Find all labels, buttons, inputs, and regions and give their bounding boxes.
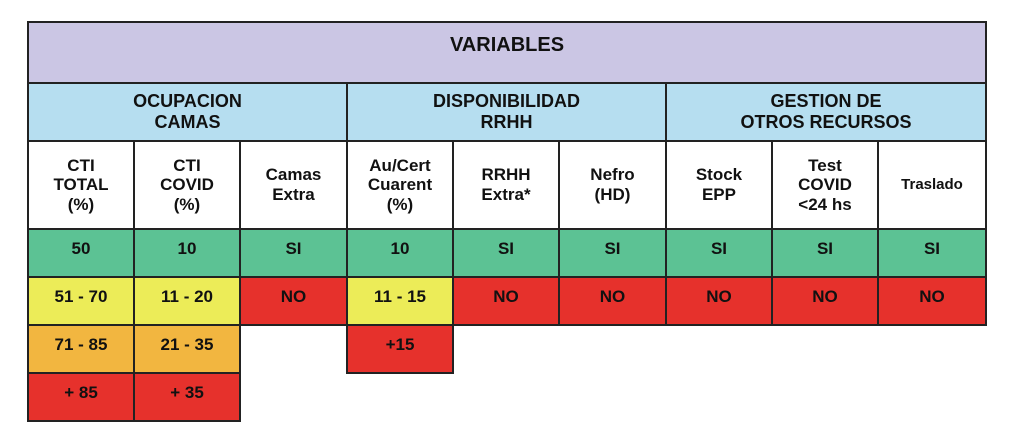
cell-stock-epp-red: NO [665,276,773,326]
column-header-nefro-hd: Nefro (HD) [558,140,667,230]
cell-cti-total-red: + 85 [27,372,135,422]
cell-stock-epp-green: SI [665,228,773,278]
column-header-rrhh-extra: RRHH Extra* [452,140,560,230]
table-title: VARIABLES [27,21,987,84]
cell-test-covid-green: SI [771,228,879,278]
cell-cti-total-yellow: 51 - 70 [27,276,135,326]
cell-nefro-green: SI [558,228,667,278]
column-header-camas-extra: Camas Extra [239,140,348,230]
cell-au-cert-green: 10 [346,228,454,278]
column-header-cti-total: CTI TOTAL (%) [27,140,135,230]
cell-camas-extra-red: NO [239,276,348,326]
cell-nefro-red: NO [558,276,667,326]
cell-traslado-red: NO [877,276,987,326]
column-header-stock-epp: Stock EPP [665,140,773,230]
cell-rrhh-extra-red: NO [452,276,560,326]
group-gestion-otros-recursos: GESTION DE OTROS RECURSOS [665,82,987,142]
cell-cti-covid-green: 10 [133,228,241,278]
group-disponibilidad-rrhh: DISPONIBILIDAD RRHH [346,82,667,142]
column-header-traslado: Traslado [877,140,987,230]
column-header-cti-covid: CTI COVID (%) [133,140,241,230]
cell-cti-total-green: 50 [27,228,135,278]
cell-cti-covid-orange: 21 - 35 [133,324,241,374]
cell-test-covid-red: NO [771,276,879,326]
cell-au-cert-red: +15 [346,324,454,374]
cell-rrhh-extra-green: SI [452,228,560,278]
cell-cti-total-orange: 71 - 85 [27,324,135,374]
cell-cti-covid-red: + 35 [133,372,241,422]
cell-au-cert-yellow: 11 - 15 [346,276,454,326]
column-header-au-cert-cuarent: Au/Cert Cuarent (%) [346,140,454,230]
cell-camas-extra-green: SI [239,228,348,278]
group-ocupacion-camas: OCUPACION CAMAS [27,82,348,142]
column-header-test-covid: Test COVID <24 hs [771,140,879,230]
cell-cti-covid-yellow: 11 - 20 [133,276,241,326]
cell-traslado-green: SI [877,228,987,278]
